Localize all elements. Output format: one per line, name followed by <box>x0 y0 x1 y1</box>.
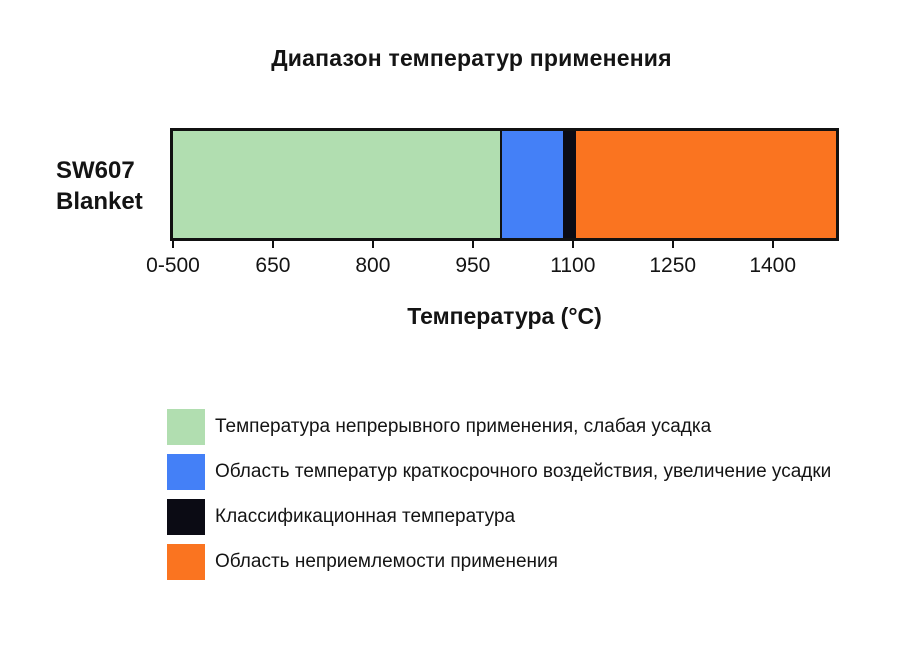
legend-label: Область температур краткосрочного воздей… <box>215 461 832 482</box>
tick-mark <box>571 241 574 248</box>
bar-segment-short-term-exposure <box>499 131 563 238</box>
tick-label: 1100 <box>550 254 596 277</box>
legend-swatch-short-term-exposure <box>167 454 205 490</box>
bar-segment-unacceptable-use <box>576 131 836 238</box>
tick-label: 1250 <box>649 254 697 277</box>
legend: Температура непрерывного применения, сла… <box>167 409 831 580</box>
tick-mark <box>771 241 774 248</box>
legend-swatch-continuous-use <box>167 409 205 445</box>
legend-label: Классификационная температура <box>215 506 516 527</box>
legend-item-continuous-use: Температура непрерывного применения, сла… <box>167 409 831 445</box>
legend-label: Область неприемлемости применения <box>215 551 558 572</box>
tick-label: 0-500 <box>146 254 200 277</box>
x-axis-label: Температура (°C) <box>407 303 602 329</box>
legend-item-classification-temperature: Классификационная температура <box>167 499 831 535</box>
tick-mark <box>471 241 474 248</box>
tick-mark <box>671 241 674 248</box>
tick-label: 950 <box>455 254 491 277</box>
chart-title: Диапазон температур применения <box>271 45 672 71</box>
x-axis-ticks: 0-500 650 800 950 1100 1250 1400 <box>146 241 836 285</box>
row-label-line2: Blanket <box>56 188 143 215</box>
bar-segment-classification-temperature <box>562 131 577 238</box>
temperature-bar <box>170 128 839 241</box>
bar-segment-continuous-use <box>173 131 500 238</box>
legend-item-short-term-exposure: Область температур краткосрочного воздей… <box>167 454 831 490</box>
tick-mark <box>371 241 374 248</box>
legend-swatch-classification-temperature <box>167 499 205 535</box>
legend-swatch-unacceptable-use <box>167 544 205 580</box>
legend-item-unacceptable-use: Область неприемлемости применения <box>167 544 831 580</box>
legend-label: Температура непрерывного применения, сла… <box>215 416 712 437</box>
tick-label: 650 <box>255 254 291 277</box>
tick-label: 1400 <box>749 254 797 277</box>
tick-mark <box>271 241 274 248</box>
row-label: SW607 Blanket <box>56 155 143 217</box>
tick-label: 800 <box>355 254 391 277</box>
tick-mark <box>172 241 174 248</box>
row-label-line1: SW607 <box>56 157 135 184</box>
